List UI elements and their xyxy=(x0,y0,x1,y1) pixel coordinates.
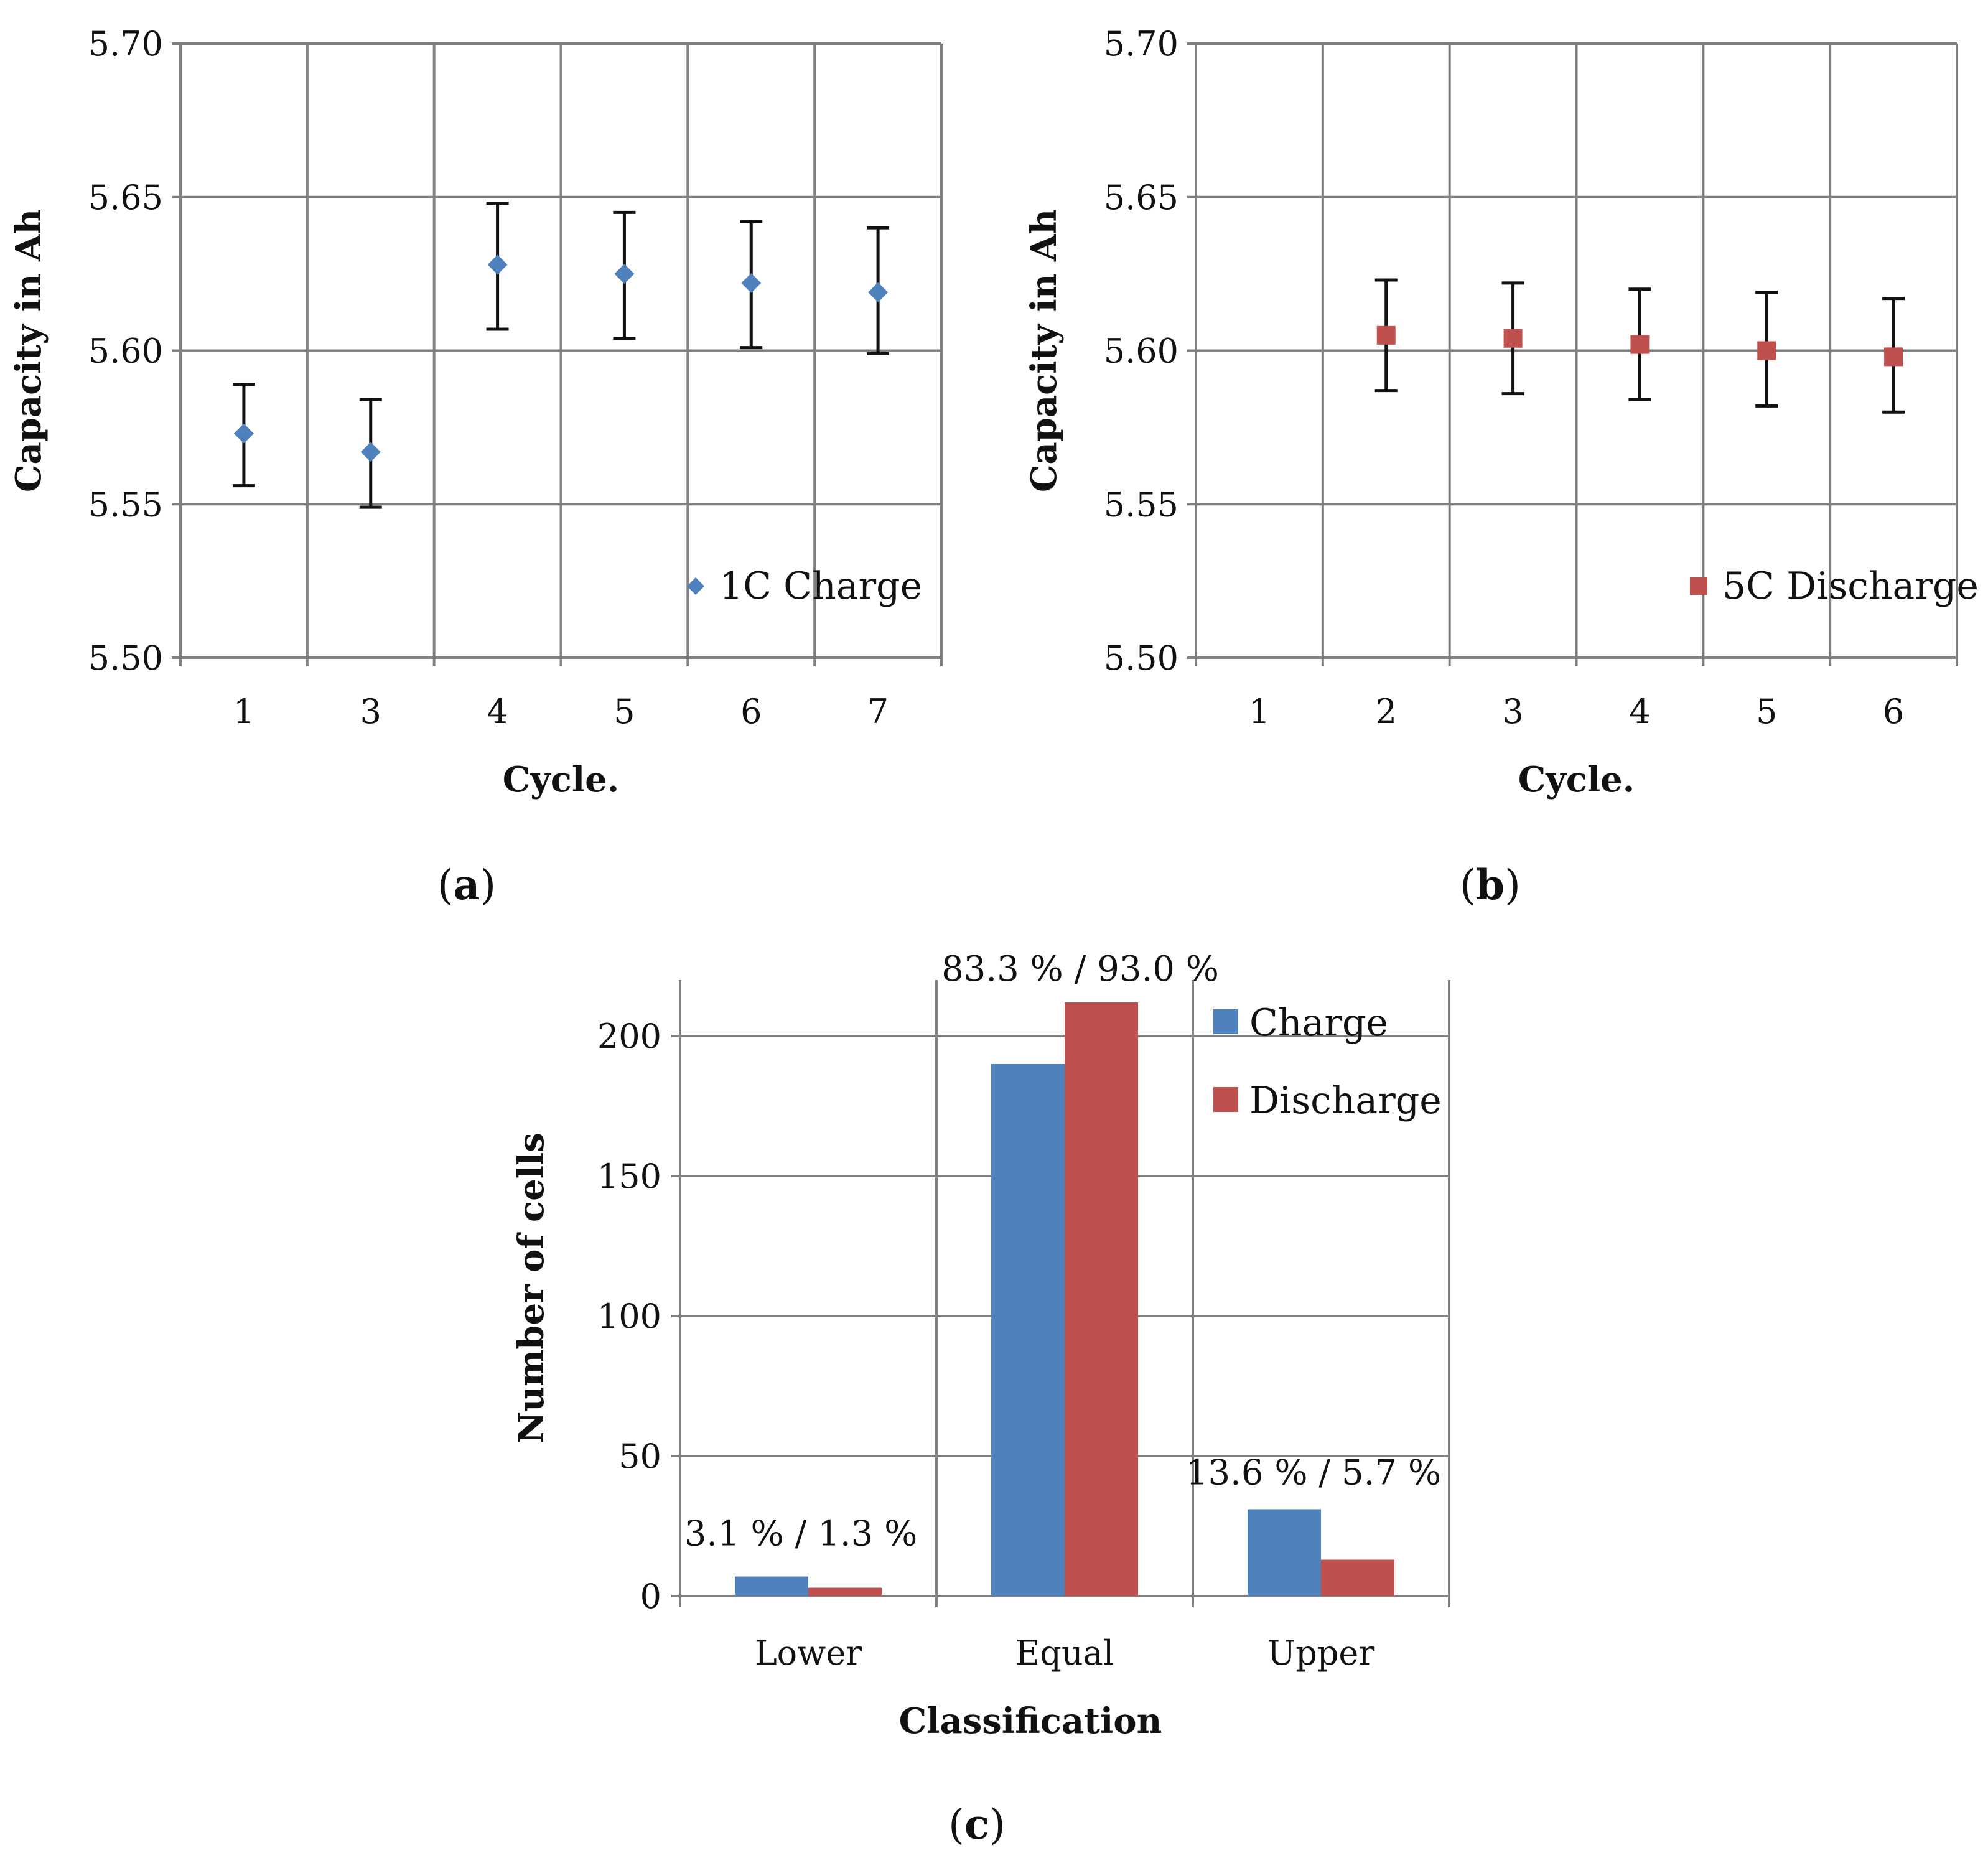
y-tick-label: 5.70 xyxy=(88,24,163,63)
legend-marker xyxy=(687,577,704,595)
data-label: 3.1 % / 1.3 % xyxy=(684,1514,918,1554)
series-charge xyxy=(735,1064,1321,1596)
y-axis-title: Capacity in Ah xyxy=(8,209,49,492)
x-tick-label: 6 xyxy=(740,692,762,731)
x-tick-label: 3 xyxy=(1502,692,1523,731)
panel-label-letter: a xyxy=(454,861,480,909)
x-tick-label: 7 xyxy=(867,692,889,731)
x-tick-label: Lower xyxy=(755,1633,862,1673)
y-tick-label: 5.65 xyxy=(1104,178,1178,217)
y-tick-label: 5.50 xyxy=(88,638,163,678)
y-axis-title: Capacity in Ah xyxy=(1024,209,1065,492)
y-tick-label: 150 xyxy=(597,1157,661,1196)
legend-label: Charge xyxy=(1249,1001,1388,1045)
panel-label: (c) xyxy=(948,1800,1006,1849)
y-tick-label: 5.60 xyxy=(88,332,163,371)
data-point xyxy=(487,254,508,275)
y-tick-label: 5.55 xyxy=(88,485,163,524)
x-tick-label: 5 xyxy=(1756,692,1777,731)
series-discharge xyxy=(808,1002,1394,1596)
chart-panel-a: 5.50 5.55 5.60 5.65 5.70 1 3 4 5 6 7 Cycle. Capacity… xyxy=(8,24,943,909)
panel-label-paren-close: ) xyxy=(989,1801,1006,1849)
data-point xyxy=(360,442,381,462)
panel-label-letter: b xyxy=(1476,861,1505,909)
data-point xyxy=(1630,335,1650,354)
y-tick-label: 0 xyxy=(640,1577,661,1616)
y-tick-label: 200 xyxy=(597,1017,661,1056)
bar xyxy=(1248,1509,1321,1596)
x-tick-label: Equal xyxy=(1015,1633,1114,1673)
x-tick-label: Upper xyxy=(1267,1633,1375,1673)
gridlines xyxy=(671,980,1450,1607)
x-tick-label: 1 xyxy=(1249,692,1270,731)
data-point xyxy=(1503,329,1523,348)
panel-label-paren-close: ) xyxy=(1505,861,1521,909)
chart-panel-c: 0 50 100 150 200 Lower Equal Upper 3.1 % / 1.3 %… xyxy=(511,949,1450,1849)
series-1c-charge xyxy=(232,202,890,509)
panel-label-letter: c xyxy=(964,1800,989,1849)
legend: 5C Discharge xyxy=(1690,564,1979,608)
x-tick-label: 6 xyxy=(1883,692,1904,731)
legend-label: 1C Charge xyxy=(719,564,922,608)
x-axis-title: Classification xyxy=(899,1701,1162,1742)
legend-marker xyxy=(1690,577,1707,595)
y-tick-label: 100 xyxy=(597,1297,661,1336)
x-tick-label: 4 xyxy=(487,692,508,731)
data-point xyxy=(741,273,762,293)
y-tick-label: 5.50 xyxy=(1104,638,1178,678)
x-tick-label: 5 xyxy=(614,692,635,731)
data-label: 13.6 % / 5.7 % xyxy=(1186,1453,1441,1493)
legend-label: 5C Discharge xyxy=(1722,564,1979,608)
y-tick-label: 5.70 xyxy=(1104,24,1178,63)
panel-label-paren-open: ( xyxy=(1460,861,1476,909)
legend-marker xyxy=(1213,1087,1238,1112)
chart-panel-b: 5.50 5.55 5.60 5.65 5.70 1 2 3 4 5 6 Cycle. Capacity… xyxy=(1024,24,1979,909)
data-point xyxy=(614,264,635,284)
y-axis-title: Number of cells xyxy=(511,1132,552,1444)
bar xyxy=(735,1576,808,1596)
bar xyxy=(1065,1002,1138,1596)
x-axis-title: Cycle. xyxy=(503,759,620,800)
panel-label: (b) xyxy=(1460,861,1521,909)
legend-marker xyxy=(1213,1009,1238,1034)
x-tick-label: 4 xyxy=(1629,692,1650,731)
series-5c-discharge xyxy=(1374,278,1905,414)
panel-label-paren-open: ( xyxy=(437,861,454,909)
panel-label: (a) xyxy=(437,861,496,909)
y-tick-label: 50 xyxy=(618,1437,661,1476)
data-point xyxy=(1757,341,1776,360)
legend: 1C Charge xyxy=(687,564,922,608)
data-point xyxy=(1376,325,1396,345)
x-tick-label: 3 xyxy=(360,692,381,731)
x-tick-label: 2 xyxy=(1376,692,1397,731)
panel-label-paren-open: ( xyxy=(948,1801,964,1849)
y-tick-label: 5.65 xyxy=(88,178,163,217)
gridlines xyxy=(172,42,943,666)
data-point xyxy=(233,423,254,444)
y-tick-label: 5.60 xyxy=(1104,332,1178,371)
bar xyxy=(991,1064,1065,1596)
data-label: 83.3 % / 93.0 % xyxy=(941,949,1219,989)
gridlines xyxy=(1187,42,1958,666)
x-axis-title: Cycle. xyxy=(1518,759,1635,800)
legend-label: Discharge xyxy=(1249,1079,1442,1123)
data-point xyxy=(1884,347,1903,367)
y-tick-label: 5.55 xyxy=(1104,485,1178,524)
bar xyxy=(808,1587,882,1596)
panel-label-paren-close: ) xyxy=(480,861,496,909)
bar xyxy=(1321,1559,1394,1596)
data-point xyxy=(868,282,889,302)
legend: Charge Discharge xyxy=(1213,1001,1442,1123)
x-tick-label: 1 xyxy=(233,692,254,731)
